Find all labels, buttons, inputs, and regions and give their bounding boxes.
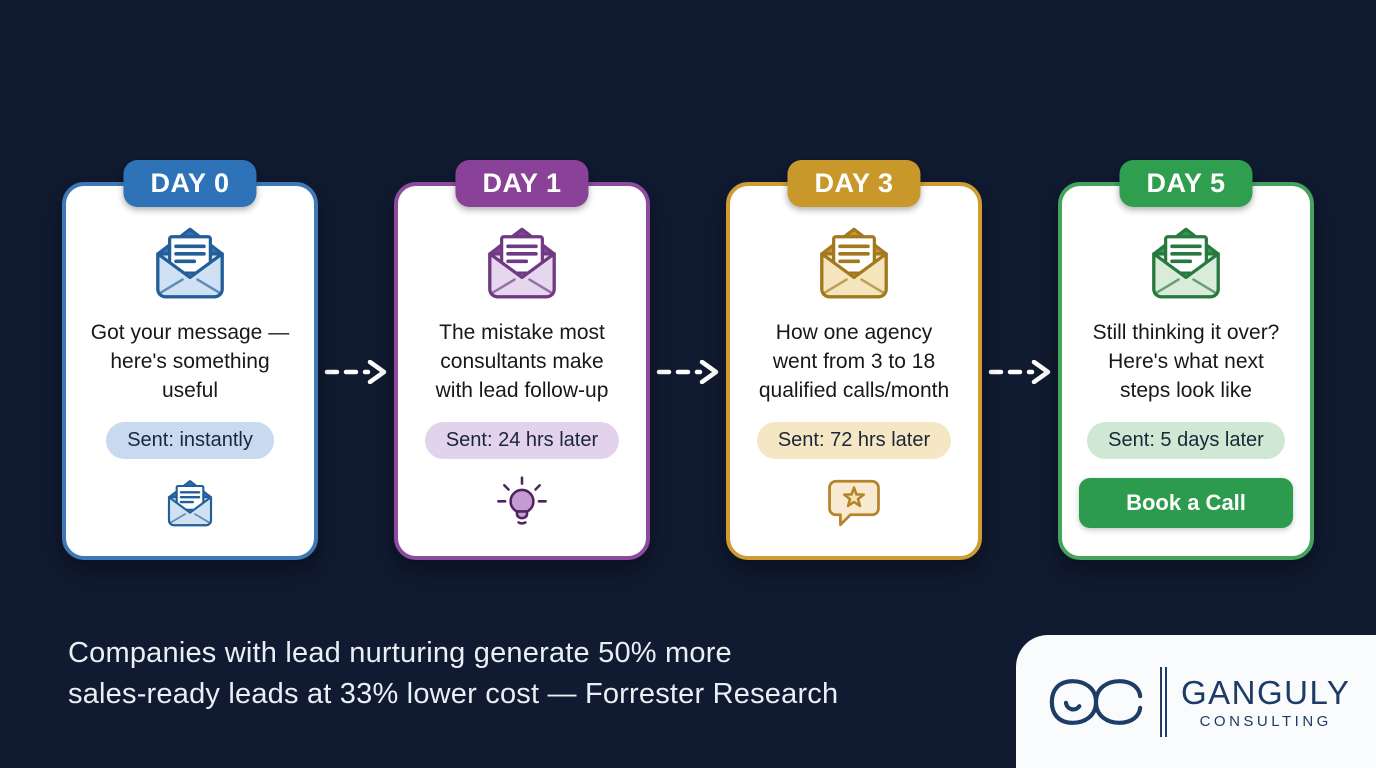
card-title: Got your message — here's something usef…	[90, 321, 290, 402]
logo-divider	[1160, 666, 1167, 737]
open-envelope-icon	[821, 229, 887, 297]
day-badge: DAY 3	[787, 160, 921, 207]
sent-badge: Sent: 5 days later	[1087, 422, 1285, 459]
logo-division-name: CONSULTING	[1199, 712, 1332, 730]
day-badge: DAY 5	[1119, 160, 1253, 207]
card-title: How one agency went from 3 to 18 qualifi…	[758, 321, 950, 402]
nurture-sequence-timeline: DAY 0 Got your message — here's somethin…	[62, 160, 1314, 560]
card-title: The mistake most consultants make with l…	[435, 321, 609, 402]
quote-line-1: Companies with lead nurturing generate 5…	[68, 637, 732, 669]
logo-company-name: GANGULY	[1181, 673, 1351, 711]
day-badge: DAY 0	[123, 160, 257, 207]
sent-badge: Sent: 24 hrs later	[424, 422, 620, 459]
open-envelope-icon	[489, 229, 555, 297]
dashed-arrow-icon	[988, 360, 1052, 384]
card-day-1: DAY 1 The mistake most consultants make …	[394, 160, 650, 560]
gc-infinity-logo-icon	[1049, 678, 1143, 725]
book-a-call-button[interactable]: Book a Call	[1079, 478, 1293, 528]
open-envelope-icon	[169, 480, 211, 525]
card-day-5: DAY 5 Still thinking it over? Here's wha…	[1058, 160, 1314, 560]
quote-line-2: sales-ready leads at 33% lower cost — Fo…	[68, 678, 839, 710]
sent-badge: Sent: 72 hrs later	[756, 422, 952, 459]
sent-badge: Sent: instantly	[106, 422, 274, 459]
day-badge: DAY 1	[455, 160, 589, 207]
statistic-quote: Companies with lead nurturing generate 5…	[68, 633, 838, 715]
dashed-arrow-icon	[324, 360, 388, 384]
dashed-arrow-icon	[656, 360, 720, 384]
open-envelope-icon	[1153, 229, 1219, 297]
lightbulb-icon	[497, 476, 547, 525]
card-day-0: DAY 0 Got your message — here's somethin…	[62, 160, 318, 560]
open-envelope-icon	[157, 229, 223, 297]
chat-star-icon	[828, 479, 880, 527]
card-title: Still thinking it over? Here's what next…	[1092, 321, 1280, 402]
card-day-3: DAY 3 How one agency went from 3 to 18 q…	[726, 160, 982, 560]
company-logo: GANGULY CONSULTING	[1016, 635, 1376, 768]
